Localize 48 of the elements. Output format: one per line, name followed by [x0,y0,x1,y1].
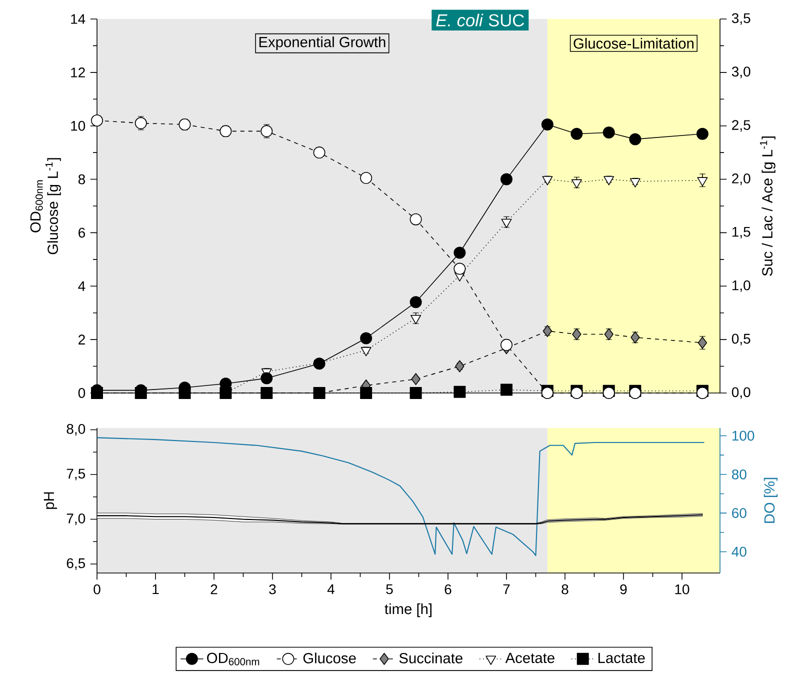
y2-tick-label: 0,0 [732,387,750,399]
legend-label: Lactate [598,652,645,664]
y-tick-label: 2 [78,334,85,344]
y2-tick-label: 1,5 [732,227,750,238]
x-tick-label: 9 [620,584,627,594]
y2-axis-title: DO [%] [764,478,778,523]
y-tick-label: 8,0 [66,424,86,436]
chart-title: E. coli SUC [436,14,524,26]
y-axis-title: OD$_{600nm}$ Glucose [g L$^{-1}$] [30,158,61,254]
y2-tick-label: 60 [732,508,746,518]
x-tick-label: 1 [152,584,159,594]
band-label: Glucose-Limitation [574,38,694,49]
legend-label: Acetate [505,652,554,664]
y-tick-label: 10 [71,120,86,131]
y-tick-label: 6,5 [66,558,86,570]
x-tick-label: 6 [444,584,452,594]
legend-label: OD$_{600nm}$ [207,652,260,666]
legend-label: Succinate [399,652,462,664]
x-tick-label: 8 [562,584,568,594]
y2-axis-title: Suc / Lac / Ace [g L$^{-1}$] [760,136,776,276]
y-tick-label: 14 [71,14,86,24]
x-axis-title: time [h] [384,603,432,618]
y-tick-label: 8 [78,174,86,184]
y2-tick-label: 1,0 [732,280,750,292]
band-label: Exponential Growth [259,36,386,50]
x-tick-label: 5 [386,584,393,594]
y-tick-label: 0 [78,388,86,398]
x-tick-label: 4 [327,584,334,594]
y2-tick-label: 80 [732,469,746,480]
y-tick-label: 7,5 [66,468,86,480]
y-tick-label: 12 [71,68,85,78]
y2-tick-label: 100 [732,430,754,441]
x-tick-label: 10 [675,584,690,594]
x-tick-label: 7 [503,584,510,594]
y-axis-title: pH [44,492,57,509]
y2-tick-label: 3,5 [732,13,750,25]
y2-tick-label: 40 [732,546,746,557]
legend-label: Glucose [303,652,356,664]
y2-tick-label: 2,0 [732,174,750,186]
y2-tick-label: 0,5 [732,334,750,346]
x-tick-label: 2 [210,584,218,594]
x-tick-label: 0 [94,584,100,594]
y2-tick-label: 3,0 [732,66,750,78]
x-tick-label: 3 [269,584,276,594]
y-tick-label: 4 [78,281,86,291]
y-tick-label: 6 [78,228,86,238]
y-tick-label: 7,0 [66,514,86,526]
y2-tick-label: 2,5 [732,120,750,132]
